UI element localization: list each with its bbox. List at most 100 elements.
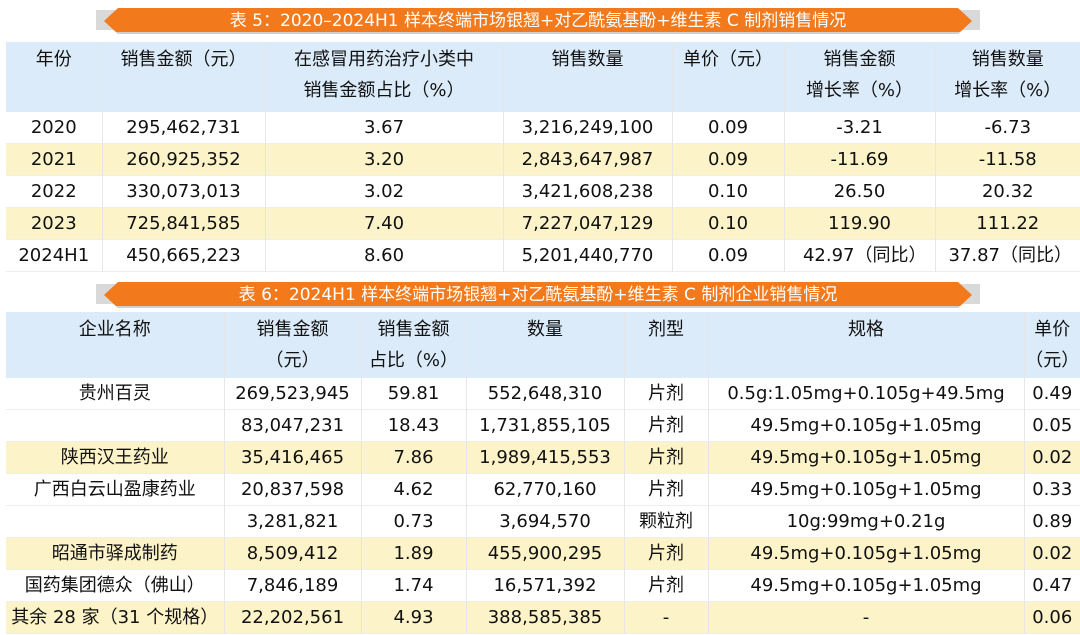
table-cell: 2,843,647,987 <box>503 143 673 176</box>
table-row: 2024H1 450,665,223 8.60 5,201,440,770 0.… <box>6 239 1080 272</box>
table-cell: 0.02 <box>1032 543 1073 564</box>
table-cell: 5,201,440,770 <box>503 239 673 272</box>
table-cell: 0.47 <box>1032 575 1073 596</box>
table-cell: 37.87（同比） <box>948 245 1072 266</box>
table-cell: 8,509,412 <box>224 537 362 570</box>
table5-header: 销售金额（元） <box>102 42 266 112</box>
table-cell: 昭通市驿成制药 <box>6 537 225 570</box>
table-cell: 3,281,821 <box>224 505 362 538</box>
table-cell: 8.60 <box>265 239 504 272</box>
table-cell: 388,585,385 <box>466 601 625 634</box>
table-row: 国药集团德众（佛山） 7,846,189 1.74 16,571,392 片剂 … <box>6 569 1080 602</box>
table5-header: 销售数量 增长率（%） <box>954 49 1062 101</box>
table-cell: 260,925,352 <box>102 143 266 176</box>
table-cell: 3.67 <box>265 112 504 144</box>
table-cell: 10g:99mg+0.21g <box>708 505 1025 538</box>
table-cell: 295,462,731 <box>102 112 266 144</box>
table-cell: 1.89 <box>361 537 467 570</box>
table-cell: 4.93 <box>361 601 467 634</box>
table-cell: 0.73 <box>361 505 467 538</box>
table-cell: -11.58 <box>978 149 1037 170</box>
table-cell: 贵州百灵 <box>6 378 225 410</box>
table5-header: 销售金额 增长率（%） <box>784 42 936 112</box>
table5-header: 单价（元） <box>672 42 785 112</box>
table-cell: -6.73 <box>984 117 1032 138</box>
table-cell: 450,665,223 <box>102 239 266 272</box>
table-cell: 国药集团德众（佛山） <box>6 569 225 602</box>
table-cell: 26.50 <box>784 175 936 208</box>
table-cell: 1.74 <box>361 569 467 602</box>
table6-header-row: 企业名称 销售金额 （元） 销售金额 占比（%） 数量 剂型 规格 单价 （元） <box>6 312 1080 378</box>
table-cell: 片剂 <box>624 537 709 570</box>
table5-title: 表 5：2020–2024H1 样本终端市场银翘+对乙酰氨基酚+维生素 C 制剂… <box>104 8 972 34</box>
table-cell: 0.10 <box>672 175 785 208</box>
table-cell <box>6 409 225 442</box>
table-cell: 4.62 <box>361 473 467 506</box>
table-cell: 62,770,160 <box>466 473 625 506</box>
table-cell: 0.5g:1.05mg+0.105g+49.5mg <box>708 378 1025 410</box>
table-cell: - <box>624 601 709 634</box>
table-cell: 片剂 <box>624 409 709 442</box>
table-cell: 725,841,585 <box>102 207 266 240</box>
table-row: 2021 260,925,352 3.20 2,843,647,987 0.09… <box>6 143 1080 176</box>
table-cell: 7,227,047,129 <box>503 207 673 240</box>
table-cell: 2022 <box>6 175 103 208</box>
table-cell: 0.06 <box>1032 607 1073 628</box>
table-cell: 0.49 <box>1032 383 1073 404</box>
table-cell: 0.05 <box>1032 415 1073 436</box>
table-cell: 0.10 <box>672 207 785 240</box>
table-cell: 0.33 <box>1032 479 1073 500</box>
table-cell: 0.02 <box>1032 447 1073 468</box>
table-cell: 49.5mg+0.105g+1.05mg <box>708 409 1025 442</box>
table-cell: 49.5mg+0.105g+1.05mg <box>708 473 1025 506</box>
table-cell: 3,216,249,100 <box>503 112 673 144</box>
table-cell: 2021 <box>6 143 103 176</box>
table-cell: 颗粒剂 <box>624 505 709 538</box>
table-cell: 0.09 <box>672 239 785 272</box>
table-row: 83,047,231 18.43 1,731,855,105 片剂 49.5mg… <box>6 409 1080 442</box>
table-cell: 20.32 <box>981 181 1034 202</box>
table-cell: 2023 <box>6 207 103 240</box>
table-cell: 片剂 <box>624 378 709 410</box>
table6-banner: 表 6：2024H1 样本终端市场银翘+对乙酰氨基酚+维生素 C 制剂企业销售情… <box>0 282 1080 308</box>
table-row: 昭通市驿成制药 8,509,412 1.89 455,900,295 片剂 49… <box>6 537 1080 570</box>
table5-section: 表 5：2020–2024H1 样本终端市场银翘+对乙酰氨基酚+维生素 C 制剂… <box>0 8 1080 272</box>
table-cell: 2020 <box>6 112 103 144</box>
table6: 企业名称 销售金额 （元） 销售金额 占比（%） 数量 剂型 规格 单价 （元） 贵州… <box>6 312 1080 634</box>
table-cell: 广西白云山盈康药业 <box>6 473 225 506</box>
table-row: 其余 28 家（31 个规格） 22,202,561 4.93 388,585,… <box>6 601 1080 634</box>
table-cell: 119.90 <box>784 207 936 240</box>
table-cell: 其余 28 家（31 个规格） <box>6 601 225 634</box>
table-cell: 7.86 <box>361 441 467 474</box>
table-cell: 0.89 <box>1032 511 1073 532</box>
table-cell: 片剂 <box>624 473 709 506</box>
table-cell: - <box>708 601 1025 634</box>
table-cell: 455,900,295 <box>466 537 625 570</box>
table-cell: 片剂 <box>624 569 709 602</box>
table-row: 陕西汉王药业 35,416,465 7.86 1,989,415,553 片剂 … <box>6 441 1080 474</box>
table6-header: 销售金额 （元） <box>224 312 362 378</box>
table6-header: 规格 <box>708 312 1025 378</box>
table-cell: 3.20 <box>265 143 504 176</box>
table-cell: 330,073,013 <box>102 175 266 208</box>
table-cell: 0.09 <box>672 112 785 144</box>
table-cell: 1,731,855,105 <box>466 409 625 442</box>
table-cell: 片剂 <box>624 441 709 474</box>
table-cell: 0.09 <box>672 143 785 176</box>
table-row: 2022 330,073,013 3.02 3,421,608,238 0.10… <box>6 175 1080 208</box>
table6-section: 表 6：2024H1 样本终端市场银翘+对乙酰氨基酚+维生素 C 制剂企业销售情… <box>0 282 1080 634</box>
table6-title: 表 6：2024H1 样本终端市场银翘+对乙酰氨基酚+维生素 C 制剂企业销售情… <box>104 282 972 308</box>
table-cell: 59.81 <box>361 378 467 410</box>
table-cell: 陕西汉王药业 <box>6 441 225 474</box>
table-cell: 49.5mg+0.105g+1.05mg <box>708 537 1025 570</box>
table-cell: 49.5mg+0.105g+1.05mg <box>708 441 1025 474</box>
table-row: 3,281,821 0.73 3,694,570 颗粒剂 10g:99mg+0.… <box>6 505 1080 538</box>
table-cell: 3,421,608,238 <box>503 175 673 208</box>
table5: 年份 销售金额（元） 在感冒用药治疗小类中 销售金额占比（%） 销售数量 单价（元… <box>6 42 1080 272</box>
table-cell: 1,989,415,553 <box>466 441 625 474</box>
table-cell: 7.40 <box>265 207 504 240</box>
table5-header: 销售数量 <box>503 42 673 112</box>
table-cell: 111.22 <box>976 213 1040 234</box>
table5-banner: 表 5：2020–2024H1 样本终端市场银翘+对乙酰氨基酚+维生素 C 制剂… <box>0 8 1080 34</box>
table-row: 贵州百灵 269,523,945 59.81 552,648,310 片剂 0.… <box>6 378 1080 410</box>
